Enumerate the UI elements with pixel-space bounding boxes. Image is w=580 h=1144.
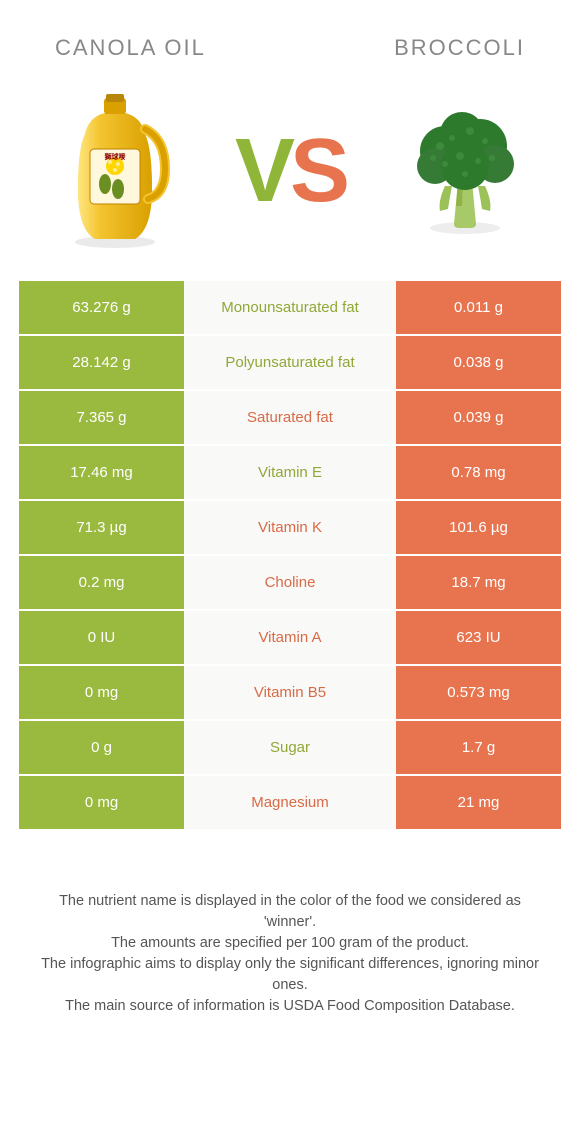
nutrient-label: Saturated fat [184,391,396,444]
left-value: 63.276 g [19,281,184,334]
nutrient-label: Choline [184,556,396,609]
vs-s: S [290,121,345,221]
right-value: 0.039 g [396,391,561,444]
right-value: 101.6 µg [396,501,561,554]
left-value: 28.142 g [19,336,184,389]
left-value: 0 g [19,721,184,774]
left-value: 7.365 g [19,391,184,444]
header: CANOLA OIL BROCCOLI [0,0,580,71]
right-value: 0.011 g [396,281,561,334]
right-value: 18.7 mg [396,556,561,609]
table-row: 71.3 µgVitamin K101.6 µg [19,501,561,556]
nutrient-label: Vitamin E [184,446,396,499]
left-value: 0 mg [19,776,184,829]
left-value: 0 mg [19,666,184,719]
vs-label: VS [235,120,345,223]
right-value: 21 mg [396,776,561,829]
right-value: 623 IU [396,611,561,664]
title-left: CANOLA OIL [55,35,206,61]
footer-line: The amounts are specified per 100 gram o… [35,933,545,954]
nutrient-label: Polyunsaturated fat [184,336,396,389]
svg-text:獅球嘜: 獅球嘜 [104,152,127,161]
canola-oil-image: 獅球嘜 [40,91,190,251]
footer-line: The nutrient name is displayed in the co… [35,891,545,933]
table-row: 7.365 gSaturated fat0.039 g [19,391,561,446]
nutrient-label: Vitamin A [184,611,396,664]
right-value: 0.038 g [396,336,561,389]
right-value: 0.78 mg [396,446,561,499]
table-row: 0 gSugar1.7 g [19,721,561,776]
left-value: 0.2 mg [19,556,184,609]
right-value: 0.573 mg [396,666,561,719]
nutrient-label: Magnesium [184,776,396,829]
left-value: 0 IU [19,611,184,664]
nutrient-label: Monounsaturated fat [184,281,396,334]
left-value: 17.46 mg [19,446,184,499]
table-row: 63.276 gMonounsaturated fat0.011 g [19,281,561,336]
table-row: 17.46 mgVitamin E0.78 mg [19,446,561,501]
footer-notes: The nutrient name is displayed in the co… [0,831,580,1017]
footer-line: The infographic aims to display only the… [35,954,545,996]
broccoli-image [390,91,540,251]
table-row: 0.2 mgCholine18.7 mg [19,556,561,611]
title-right: BROCCOLI [394,35,525,61]
right-value: 1.7 g [396,721,561,774]
left-value: 71.3 µg [19,501,184,554]
nutrient-label: Sugar [184,721,396,774]
table-row: 0 mgMagnesium21 mg [19,776,561,831]
hero: 獅球嘜 VS [0,71,580,281]
vs-v: V [235,121,290,221]
nutrient-label: Vitamin B5 [184,666,396,719]
nutrient-table: 63.276 gMonounsaturated fat0.011 g28.142… [19,281,561,831]
table-row: 0 IUVitamin A623 IU [19,611,561,666]
nutrient-label: Vitamin K [184,501,396,554]
footer-line: The main source of information is USDA F… [35,996,545,1017]
table-row: 0 mgVitamin B50.573 mg [19,666,561,721]
table-row: 28.142 gPolyunsaturated fat0.038 g [19,336,561,391]
